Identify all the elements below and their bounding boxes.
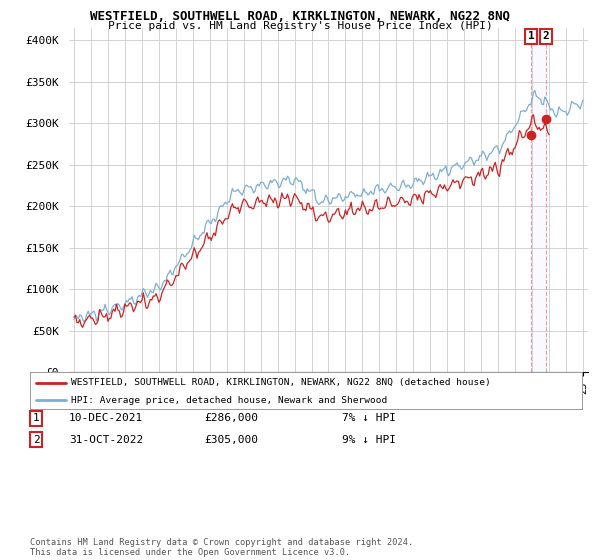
Bar [531, 28, 546, 372]
Text: WESTFIELD, SOUTHWELL ROAD, KIRKLINGTON, NEWARK, NG22 8NQ: WESTFIELD, SOUTHWELL ROAD, KIRKLINGTON, … [90, 10, 510, 23]
Text: £286,000: £286,000 [204, 413, 258, 423]
Text: 31-OCT-2022: 31-OCT-2022 [69, 435, 143, 445]
Text: 1: 1 [32, 413, 40, 423]
Text: £305,000: £305,000 [204, 435, 258, 445]
Text: 2: 2 [543, 31, 550, 41]
Text: 9% ↓ HPI: 9% ↓ HPI [342, 435, 396, 445]
Text: WESTFIELD, SOUTHWELL ROAD, KIRKLINGTON, NEWARK, NG22 8NQ (detached house): WESTFIELD, SOUTHWELL ROAD, KIRKLINGTON, … [71, 378, 491, 387]
Text: 1: 1 [527, 31, 535, 41]
Text: 7% ↓ HPI: 7% ↓ HPI [342, 413, 396, 423]
Text: Price paid vs. HM Land Registry's House Price Index (HPI): Price paid vs. HM Land Registry's House … [107, 21, 493, 31]
Text: 2: 2 [32, 435, 40, 445]
Text: Contains HM Land Registry data © Crown copyright and database right 2024.
This d: Contains HM Land Registry data © Crown c… [30, 538, 413, 557]
Text: 10-DEC-2021: 10-DEC-2021 [69, 413, 143, 423]
Text: HPI: Average price, detached house, Newark and Sherwood: HPI: Average price, detached house, Newa… [71, 395, 388, 404]
